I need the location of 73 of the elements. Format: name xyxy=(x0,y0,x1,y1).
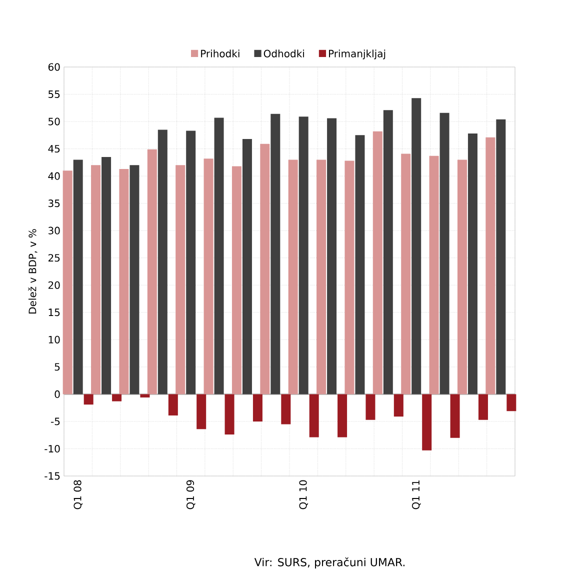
bar xyxy=(496,119,506,394)
bar xyxy=(422,394,432,450)
bar xyxy=(252,394,262,422)
bar xyxy=(186,130,196,394)
bar xyxy=(168,394,178,416)
y-tick-label: 55 xyxy=(48,90,60,98)
bar xyxy=(204,158,214,394)
bar xyxy=(84,394,94,405)
bar xyxy=(119,168,129,394)
bar xyxy=(316,160,326,394)
y-tick-label: -15 xyxy=(44,472,60,480)
y-tick-label: 10 xyxy=(48,336,60,344)
x-tick-label: Q1 08 xyxy=(74,480,82,510)
bar xyxy=(327,118,337,394)
bar xyxy=(383,110,393,394)
x-tick-label: Q1 09 xyxy=(186,480,196,510)
legend-label: Odhodki xyxy=(264,50,304,58)
bar xyxy=(412,98,422,394)
bar xyxy=(62,170,72,394)
bar xyxy=(309,394,319,438)
y-tick-label: 20 xyxy=(48,281,60,289)
y-tick-label: 40 xyxy=(48,172,60,180)
bar xyxy=(242,138,252,394)
bar xyxy=(176,165,186,394)
bar xyxy=(429,156,439,394)
bar xyxy=(130,165,140,394)
y-axis-title: Delež v BDP, v % xyxy=(28,229,38,314)
bar xyxy=(196,394,206,430)
bar xyxy=(214,118,224,394)
bar xyxy=(270,114,280,394)
y-tick-label: 30 xyxy=(48,226,60,234)
y-tick-label: 60 xyxy=(48,63,60,71)
y-tick-label: 35 xyxy=(48,200,60,208)
bar xyxy=(288,160,298,394)
bar xyxy=(450,394,460,438)
text: Vir: SURS, preračuni UMAR. xyxy=(254,557,405,568)
bar xyxy=(112,394,122,402)
bar xyxy=(506,394,516,412)
y-tick-label: 5 xyxy=(54,363,60,371)
bar xyxy=(344,160,354,394)
bar xyxy=(468,134,478,394)
bar xyxy=(102,156,112,394)
bar xyxy=(440,112,450,394)
bar xyxy=(73,160,83,394)
bar xyxy=(338,394,348,438)
bar xyxy=(224,394,234,435)
bar xyxy=(91,165,101,394)
legend-label: Prihodki xyxy=(201,50,240,58)
bar xyxy=(355,135,365,394)
bar xyxy=(478,394,488,420)
x-tick-label: Q1 11 xyxy=(412,480,421,510)
bar xyxy=(401,154,411,394)
y-tick-label: -10 xyxy=(44,444,60,453)
bar xyxy=(394,394,404,417)
y-tick-label: 45 xyxy=(48,145,60,153)
x-tick-label: Q1 10 xyxy=(299,480,308,510)
bar xyxy=(147,149,157,394)
bar xyxy=(140,394,150,398)
bar xyxy=(232,166,242,394)
bar xyxy=(366,394,376,420)
legend-label: Primanjkljaj xyxy=(329,50,386,60)
bar xyxy=(281,394,291,424)
bar xyxy=(457,160,467,394)
bar xyxy=(260,144,270,394)
y-tick-label: 50 xyxy=(48,118,60,126)
y-tick-label: 15 xyxy=(48,308,60,316)
bar xyxy=(372,131,382,394)
bar xyxy=(486,137,496,394)
y-tick-label: -5 xyxy=(50,418,60,426)
y-tick-label: 25 xyxy=(48,254,60,262)
bar xyxy=(158,130,168,394)
bar xyxy=(298,116,308,394)
y-tick-label: 0 xyxy=(54,390,60,398)
